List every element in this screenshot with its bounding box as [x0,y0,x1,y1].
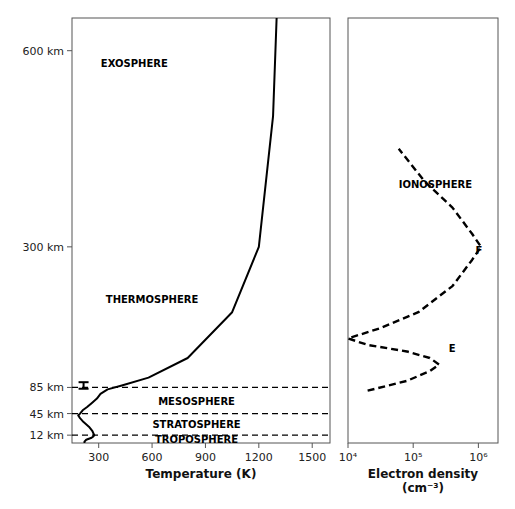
error-bar-cap [79,388,89,390]
y-tick-label: 600 km [22,45,64,58]
layer-label: THERMOSPHERE [106,294,199,305]
layer-label: E [449,343,456,354]
series-line [348,149,481,391]
y-tick [67,435,72,436]
x-tick-label: 1200 [245,451,273,464]
plot-frame [348,18,498,443]
plot-frame [72,18,330,443]
x-tick [152,443,153,448]
y-tick [67,50,72,51]
layer-label: EXOSPHERE [101,58,168,69]
y-tick-label: 45 km [29,408,64,421]
panel: 10⁴ 10⁵ 10⁶ Electron density(cm⁻³) IONOSPHER… [339,18,498,495]
x-tick-label: 900 [195,451,216,464]
layer-label: MESOSPHERE [158,396,235,407]
x-tick [312,443,313,448]
y-tick-label: 12 km [29,429,64,442]
panel: 300 600 900 1200 1500 12 km 45 km 85 km 300 km 60… [22,18,330,481]
y-tick [67,413,72,414]
x-axis-label: Temperature (K) [146,467,257,481]
x-tick [98,443,99,448]
y-tick-label: 85 km [29,381,64,394]
x-tick [413,443,414,448]
plot-area [72,18,330,443]
chart-root: 300 600 900 1200 1500 12 km 45 km 85 km 300 km 60… [0,0,515,509]
y-tick [67,387,72,388]
x-tick [478,443,479,448]
layer-label: IONOSPHERE [399,179,473,190]
x-tick [258,443,259,448]
layer-label: F [475,245,482,256]
plot-area [348,149,481,391]
x-tick-label: 10⁴ [339,451,358,464]
y-tick [67,246,72,247]
series-line [78,18,276,443]
layer-label: TROPOSPHERE [155,434,238,445]
layer-label: STRATOSPHERE [152,419,240,430]
x-tick-label: 600 [142,451,163,464]
x-tick [348,443,349,448]
x-tick-label: 1500 [298,451,326,464]
x-tick-label: 10⁶ [469,451,488,464]
reference-line [72,413,330,414]
x-tick-label: 10⁵ [404,451,422,464]
x-tick-label: 300 [88,451,109,464]
x-axis-label: (cm⁻³) [402,481,444,495]
x-axis-label: Electron density [368,467,478,481]
y-tick-label: 300 km [22,241,64,254]
error-bar [79,382,89,389]
error-bar-cap [79,381,89,383]
